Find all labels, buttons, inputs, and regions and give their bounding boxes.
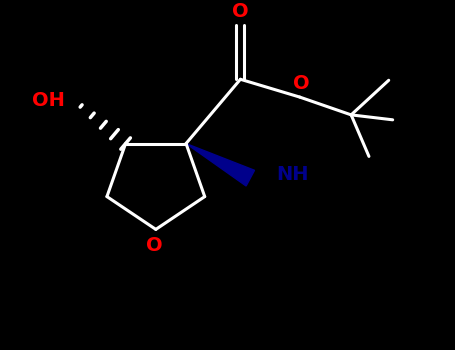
Polygon shape: [186, 144, 254, 186]
Text: O: O: [146, 236, 162, 255]
Text: O: O: [293, 74, 310, 93]
Text: NH: NH: [276, 165, 308, 184]
Text: O: O: [232, 1, 249, 21]
Text: OH: OH: [32, 91, 66, 110]
